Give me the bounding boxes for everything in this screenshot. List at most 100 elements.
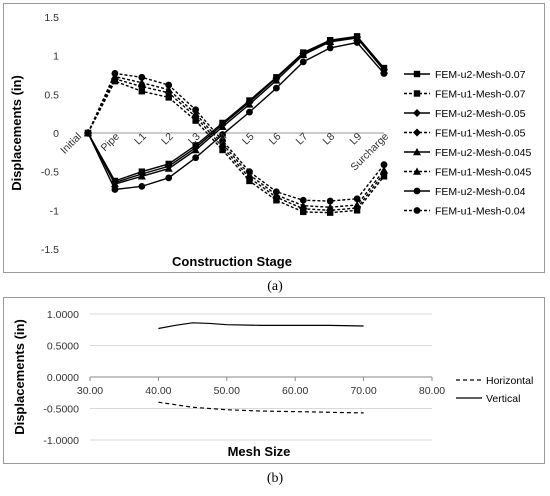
data-point <box>380 70 388 77</box>
legend-label: FEM-u2-Mesh-0.07 <box>435 69 526 81</box>
data-point <box>111 186 119 193</box>
y-tick-label: 0.5 <box>44 89 59 101</box>
data-point <box>165 81 173 89</box>
y-tick-label: -1.5 <box>41 244 59 256</box>
data-point <box>326 44 334 52</box>
data-point <box>353 33 362 42</box>
data-point <box>165 94 172 101</box>
legend-label: Vertical <box>486 393 520 405</box>
x-tick-label: 40.00 <box>145 385 171 397</box>
x-tick-label: 80.00 <box>419 385 445 397</box>
data-point <box>164 164 173 172</box>
y-tick-label: -0.5000 <box>43 404 79 416</box>
chart-b-frame: 1.0000 0.5000 0.0000 -0.5000 -1.0000 30.00 40.… <box>3 297 545 464</box>
legend-entry: FEM-u1-Mesh-0.05 <box>404 128 526 140</box>
x-axis-title: Mesh Size <box>228 444 291 459</box>
legend-marker <box>413 167 421 175</box>
series-FEM-u1-Mesh-0.05 <box>84 74 388 215</box>
data-point <box>380 166 388 174</box>
series-FEM-u1-Mesh-0.04 <box>84 70 388 205</box>
series-line <box>87 37 385 185</box>
y-tick-label: 1.5 <box>44 12 59 24</box>
data-point <box>137 172 146 180</box>
data-point <box>299 201 308 209</box>
data-point <box>299 50 308 59</box>
legend-entry: FEM-u1-Mesh-0.04 <box>404 206 526 218</box>
data-point <box>138 182 146 190</box>
data-point <box>165 174 173 182</box>
series-line <box>87 36 385 184</box>
y-axis-title: Displacements (in) <box>9 75 24 191</box>
y-tick-label: -0.5 <box>41 167 59 179</box>
y-tick-label: 0.5000 <box>47 341 79 353</box>
data-point <box>272 188 280 196</box>
legend-entry: FEM-u2-Mesh-0.04 <box>404 186 526 198</box>
series-line <box>87 80 385 214</box>
data-point <box>246 168 253 176</box>
x-axis-title: Construction Stage <box>172 254 292 269</box>
y-axis-title: Displacements (in) <box>12 319 27 435</box>
data-point <box>192 154 200 162</box>
legend-marker <box>413 148 421 156</box>
caption-b: (b) <box>266 471 284 486</box>
legend-label: Horizontal <box>486 375 533 387</box>
data-point <box>191 146 200 154</box>
legend-marker <box>413 128 421 137</box>
x-category-label: Initial <box>58 131 84 157</box>
legend-marker <box>413 207 421 214</box>
legend-label: FEM-u2-Mesh-0.045 <box>435 147 531 159</box>
legend-label: FEM-u1-Mesh-0.05 <box>435 128 526 140</box>
series-line <box>87 72 385 202</box>
data-point <box>164 85 173 93</box>
legend-marker <box>413 70 421 78</box>
y-tick-label: 0 <box>53 128 59 140</box>
data-point <box>326 37 335 45</box>
legend-label: FEM-u2-Mesh-0.05 <box>435 108 526 120</box>
legend-entry: FEM-u1-Mesh-0.07 <box>404 89 526 101</box>
y-tick-label: -1.0000 <box>43 435 79 447</box>
series-line <box>87 35 385 182</box>
series-vertical <box>158 322 364 330</box>
data-point <box>353 200 362 209</box>
data-point <box>380 161 388 169</box>
data-point <box>218 122 227 131</box>
series-FEM-u2-Mesh-0.045 <box>84 33 388 188</box>
data-point <box>138 88 146 95</box>
chart-a-frame: 1.5 1 0.5 0 -0.5 -1 -1.5 Initial Pipe L1 L2 L3 L4 L5 L… <box>3 3 545 273</box>
x-tick-label: 60.00 <box>282 385 308 397</box>
caption-a: (a) <box>267 279 283 294</box>
y-tick-label: 1 <box>53 51 59 63</box>
data-point <box>272 84 280 92</box>
y-tick-label: -1 <box>50 205 59 217</box>
legend-marker <box>413 109 421 117</box>
legend-marker <box>413 187 421 195</box>
x-tick-label: 30.00 <box>77 385 103 397</box>
data-point <box>353 195 361 203</box>
data-point <box>326 203 335 211</box>
series-line <box>87 78 385 212</box>
data-point <box>111 70 119 77</box>
data-point <box>219 137 226 145</box>
legend-entry: FEM-u1-Mesh-0.045 <box>404 167 531 179</box>
legend-label: FEM-u2-Mesh-0.04 <box>435 186 526 198</box>
series-FEM-u1-Mesh-0.045 <box>84 72 388 211</box>
data-point <box>84 129 92 137</box>
legend-marker <box>413 90 421 97</box>
series-FEM-u1-Mesh-0.07 <box>84 77 388 216</box>
chart-b: 1.0000 0.5000 0.0000 -0.5000 -1.0000 30.00 40.… <box>12 309 533 459</box>
legend-label: FEM-u1-Mesh-0.045 <box>435 167 531 179</box>
legend-label: FEM-u1-Mesh-0.04 <box>435 206 526 218</box>
data-point <box>192 106 200 114</box>
legend-entry: FEM-u2-Mesh-0.07 <box>404 69 526 81</box>
series-line <box>87 75 385 208</box>
data-point <box>245 100 254 108</box>
data-point <box>272 76 281 84</box>
data-point <box>191 109 200 117</box>
data-point <box>326 197 334 205</box>
series-horizontal <box>158 401 364 414</box>
x-tick-label: 70.00 <box>350 385 376 397</box>
x-tick-label: 50.00 <box>214 385 240 397</box>
series-line <box>87 41 385 191</box>
y-tick-label: 0.0000 <box>47 372 79 384</box>
